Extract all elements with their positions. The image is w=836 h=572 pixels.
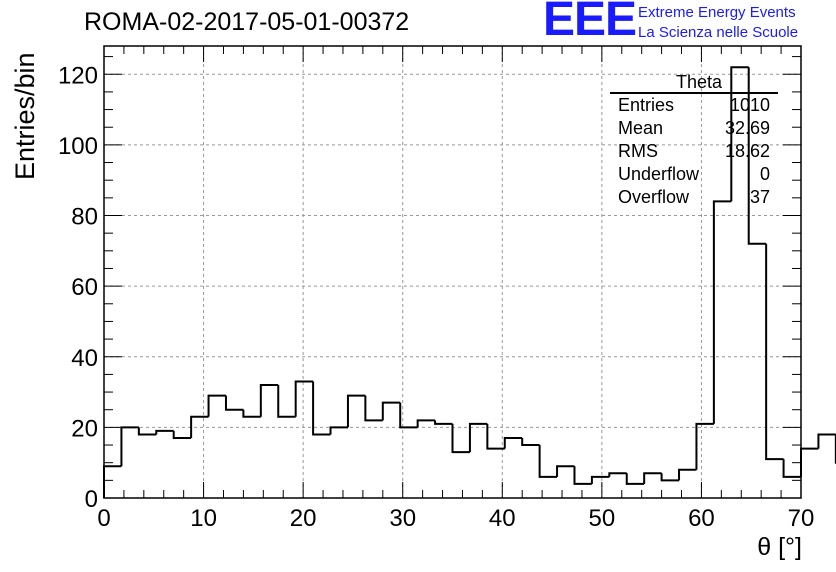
histogram-bin: [765, 243, 784, 461]
histogram-bin: [416, 419, 436, 428]
histogram-bin: [312, 381, 331, 436]
histogram-bin: [120, 426, 139, 467]
stats-label: Mean: [618, 118, 664, 138]
histogram-bin: [451, 423, 470, 454]
histogram-bin: [242, 409, 261, 418]
histogram-bin: [643, 472, 662, 484]
stats-title: Theta: [610, 72, 778, 94]
histogram-bin: [800, 447, 819, 477]
histogram-bin: [695, 422, 714, 470]
histogram-bin: [817, 433, 836, 449]
stats-label: RMS: [618, 141, 658, 161]
histogram-bin: [660, 473, 680, 482]
y-tick-label: 0: [85, 486, 98, 513]
stats-label: Underflow: [618, 164, 700, 184]
stats-value: 18.62: [724, 141, 770, 161]
histogram-bin: [399, 402, 418, 429]
histogram-bin: [712, 200, 732, 424]
histogram-bin: [521, 437, 540, 447]
y-tick-label: 60: [71, 274, 98, 301]
histogram-bin: [486, 423, 505, 450]
chart-title: ROMA-02-2017-05-01-00372: [84, 8, 410, 36]
stats-value: 0: [759, 164, 770, 184]
histogram-bin: [434, 420, 453, 425]
stats-row-mean: Mean 32.69: [610, 117, 778, 140]
x-tick-label: 10: [190, 505, 217, 532]
histogram-bin: [381, 401, 401, 421]
x-tick-label: 30: [389, 505, 416, 532]
histogram-bin: [730, 66, 749, 202]
x-tick-label: 20: [290, 505, 317, 532]
stats-row-entries: Entries 1010: [610, 94, 778, 117]
histogram-bin: [590, 475, 610, 484]
stats-label: Overflow: [618, 187, 690, 207]
histogram-bin: [782, 459, 801, 478]
histogram-bin: [625, 473, 645, 485]
histogram-bin: [190, 415, 209, 438]
stats-row-rms: RMS 18.62: [610, 140, 778, 163]
histogram-bin: [538, 445, 558, 478]
y-tick-label: 40: [71, 345, 98, 372]
x-tick-label: 0: [97, 505, 110, 532]
stats-value: 1010: [729, 95, 770, 115]
histogram-bin: [259, 384, 279, 417]
y-tick-label: 80: [71, 204, 98, 231]
stats-label: Entries: [618, 95, 675, 115]
histogram-bin: [747, 67, 767, 245]
histogram-bin: [556, 465, 575, 477]
histogram-bin: [678, 468, 697, 481]
histogram-bin: [207, 394, 226, 417]
x-tick-label: 40: [489, 505, 516, 532]
x-tick-label: 60: [688, 505, 715, 532]
histogram-bin: [608, 472, 627, 477]
histogram-bin: [137, 427, 157, 436]
histogram-bin: [468, 422, 488, 453]
histogram-bin: [155, 429, 174, 435]
histogram-bin: [294, 380, 314, 417]
y-axis-label: Entries/bin: [10, 52, 40, 180]
x-axis-label: θ [°]: [757, 533, 802, 561]
eee-logo: EEE: [543, 0, 637, 46]
plot-frame: [103, 45, 802, 499]
histogram-bin: [346, 394, 366, 428]
histogram-bin: [503, 436, 523, 449]
stats-value: 37: [749, 187, 770, 207]
y-tick-label: 20: [71, 415, 98, 442]
y-tick-label: 100: [58, 133, 98, 160]
logo-line-2: La Scienza nelle Scuole: [638, 24, 799, 41]
histogram-bin: [277, 385, 296, 418]
histogram-bin: [329, 426, 348, 435]
y-tick-label: 120: [58, 62, 98, 89]
stats-value: 32.69: [724, 118, 770, 138]
x-tick-label: 70: [788, 505, 815, 532]
x-tick-label: 50: [589, 505, 616, 532]
histogram-bin: [573, 466, 592, 485]
stats-row-underflow: Underflow 0: [610, 163, 778, 186]
histogram-bin: [103, 465, 122, 498]
stats-row-overflow: Overflow 37: [610, 186, 778, 209]
histogram-bin: [172, 430, 192, 439]
stats-box: Theta Entries 1010 Mean 32.69 RMS 18.62 …: [610, 72, 778, 209]
logo-line-1: Extreme Energy Events: [638, 4, 796, 21]
histogram-bin: [224, 395, 244, 411]
histogram-bin: [364, 395, 383, 422]
